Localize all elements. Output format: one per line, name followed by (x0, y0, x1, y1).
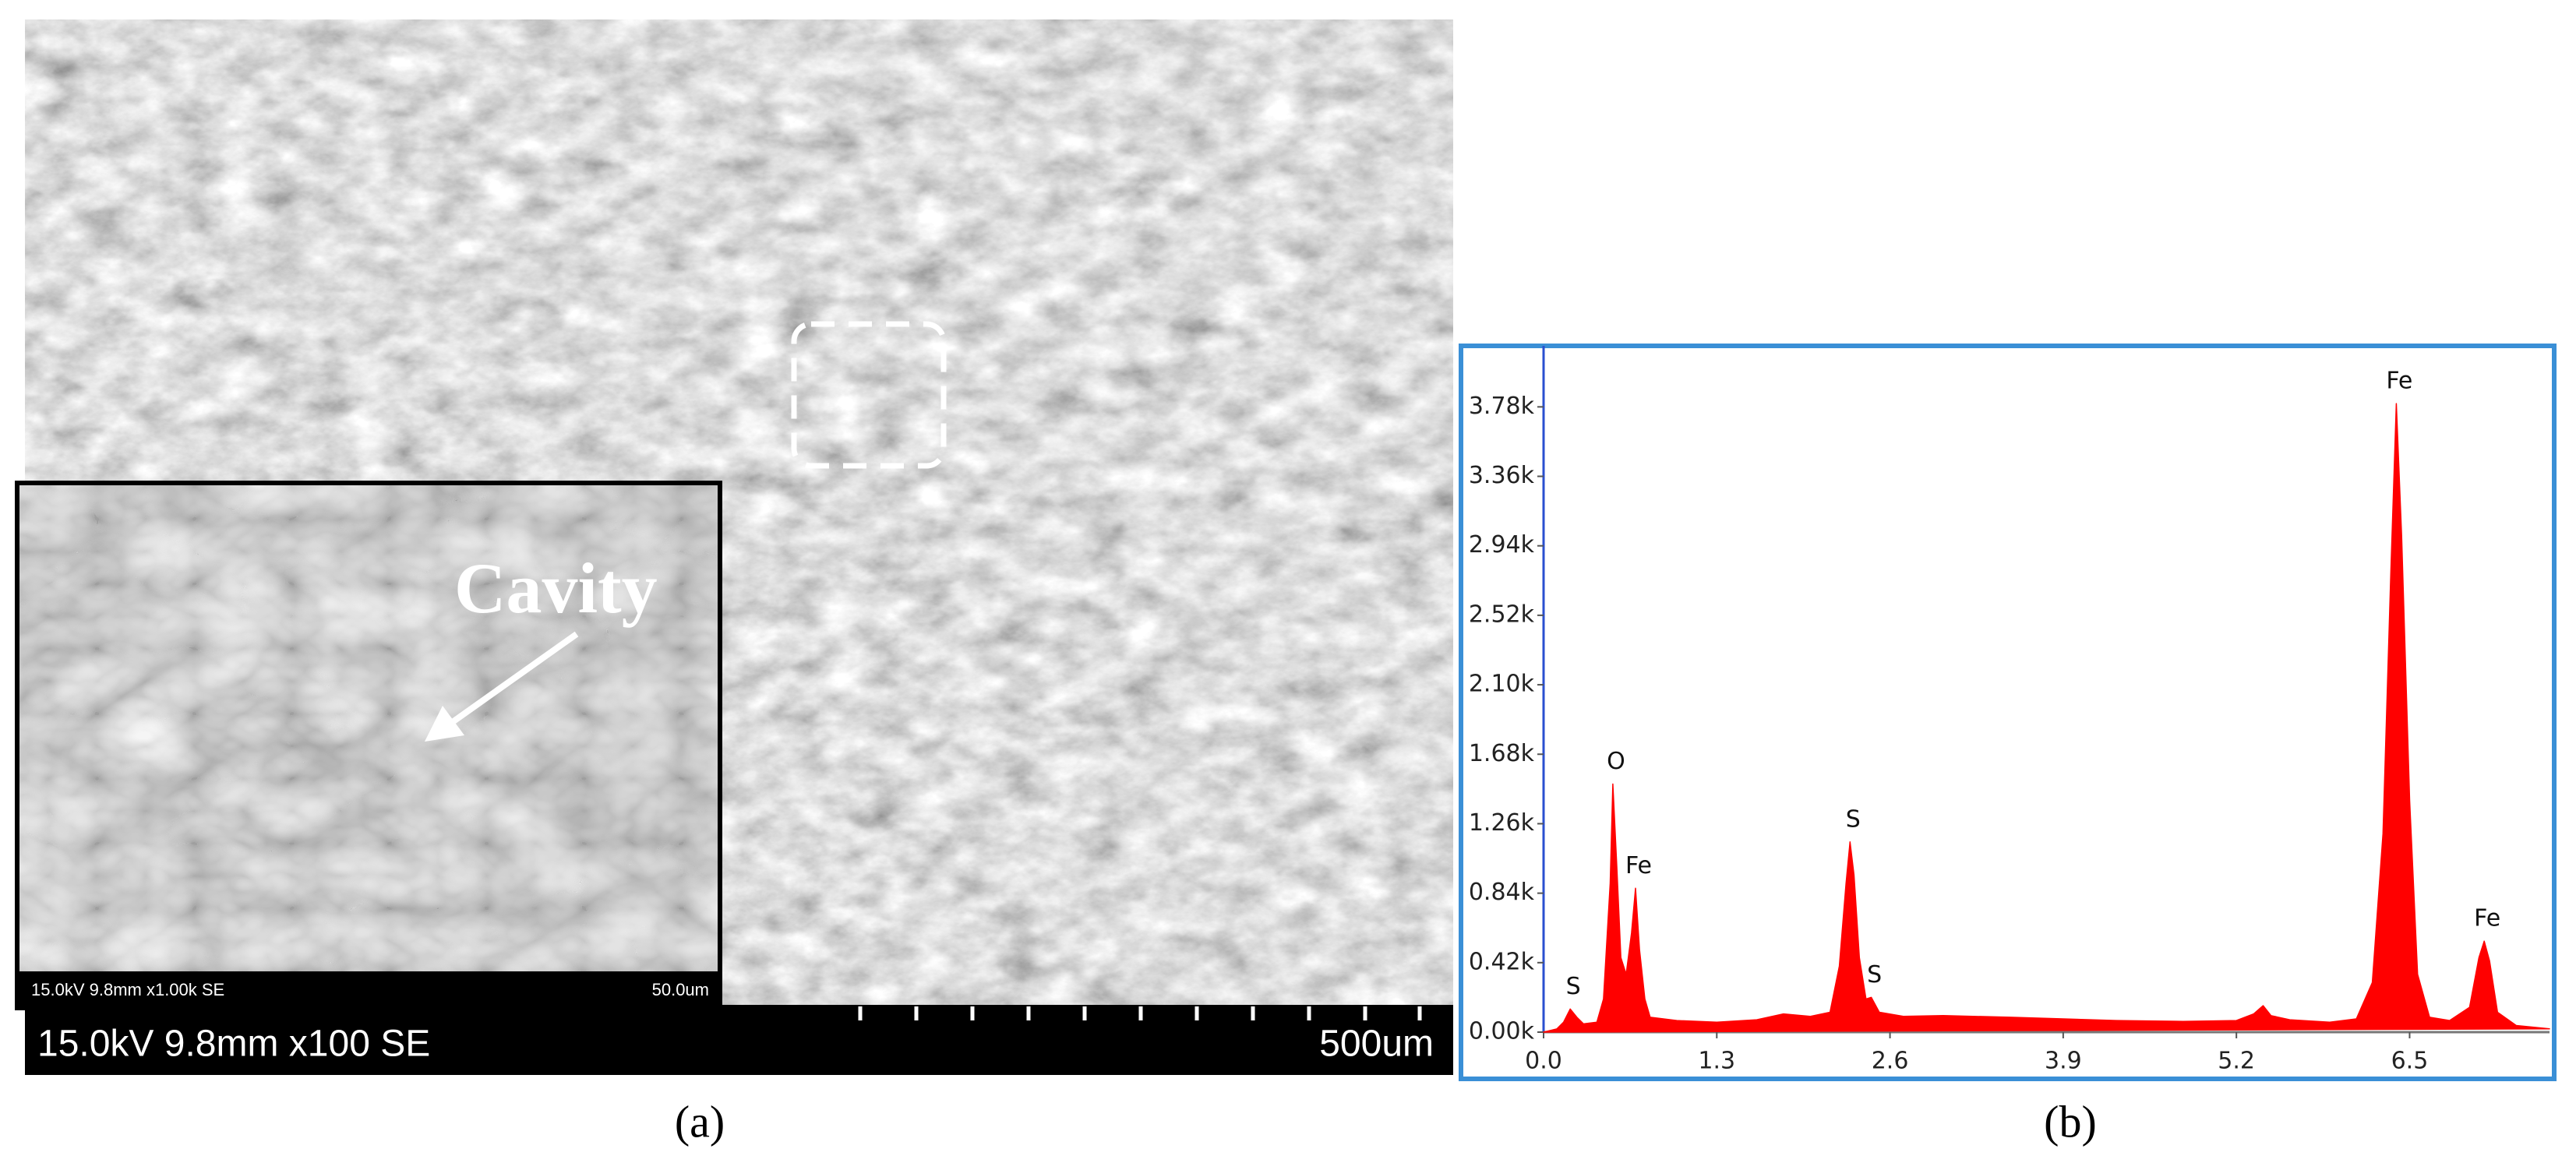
y-tick-label: 0.00k (1469, 1018, 1535, 1045)
peak-label: Fe (1625, 852, 1652, 879)
peak-label: O (1607, 748, 1625, 775)
arrow-head (425, 706, 464, 742)
y-tick-label: 3.78k (1469, 393, 1535, 420)
x-tick-label: 3.9 (2045, 1048, 2082, 1075)
y-tick-label: 2.10k (1469, 671, 1535, 698)
panel-label: (a) (675, 1096, 725, 1147)
peak-label: S (1846, 805, 1861, 833)
panel-label: (b) (2044, 1096, 2097, 1147)
arrow-shaft (446, 631, 579, 728)
sem-inset: 15.0kV 9.8mm x1.00k SE 50.0um Cavity (15, 481, 722, 1010)
y-tick-label: 1.26k (1469, 809, 1535, 837)
sem-info: 15.0kV 9.8mm x100 SE (37, 1024, 430, 1065)
peak-label: Fe (2474, 905, 2500, 932)
cavity-label: Cavity (454, 548, 658, 628)
zoom-region (791, 321, 947, 469)
y-tick-label: 2.94k (1469, 531, 1535, 559)
x-tick-label: 2.6 (1872, 1048, 1909, 1075)
spectrum-area (1543, 403, 2550, 1033)
x-tick-label: 0.0 (1525, 1048, 1562, 1075)
sem-image: 15.0kV 9.8mm x100 SE 500um (25, 19, 1453, 1075)
x-tick-label: 6.5 (2391, 1048, 2429, 1075)
x-tick-label: 1.3 (1698, 1048, 1735, 1075)
inset-frame (15, 481, 722, 1010)
spectrum-plot: 0.00k 0.42k 0.84k 1.26k 1.68k 2.10k 2.52k 2.94k… (1469, 346, 2550, 1075)
peak-label: Fe (2386, 368, 2412, 395)
inset-info-bar (19, 971, 718, 1006)
sem-scale: 500um (1319, 1024, 1434, 1065)
y-tick-label: 0.84k (1469, 879, 1535, 906)
scale-ticks (858, 1006, 1422, 1020)
inset-scale: 50.0um (652, 980, 709, 999)
y-tick-label: 3.36k (1469, 462, 1535, 489)
y-tick-label: 0.42k (1469, 948, 1535, 975)
x-tick-label: 5.2 (2218, 1048, 2255, 1075)
y-tick-label: 2.52k (1469, 601, 1535, 628)
peak-label: S (1566, 973, 1581, 1000)
y-tick-label: 1.68k (1469, 740, 1535, 767)
sem-info-bar (25, 1005, 1453, 1075)
inset-info: 15.0kV 9.8mm x1.00k SE (31, 980, 224, 999)
peak-label: S (1867, 961, 1882, 989)
inset-texture (19, 485, 718, 1006)
spectrum-frame (1459, 344, 2557, 1081)
